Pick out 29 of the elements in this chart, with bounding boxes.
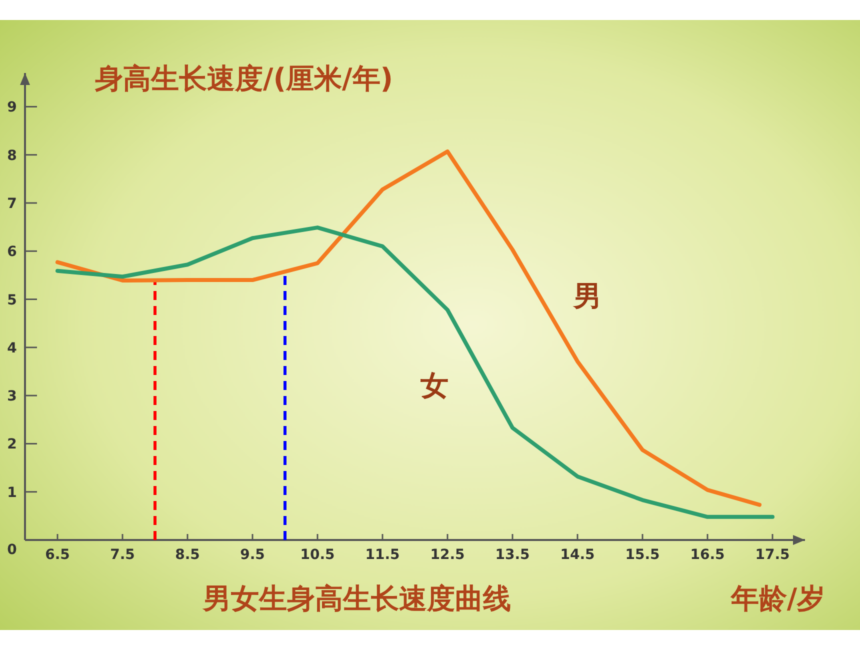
x-tick-label: 9.5 bbox=[240, 547, 265, 563]
series-label: 女 bbox=[420, 368, 448, 402]
x-tick-label: 13.5 bbox=[495, 547, 530, 563]
series-label: 男 bbox=[572, 279, 602, 312]
y-tick-label: 1 bbox=[7, 484, 17, 501]
y-tick-label: 9 bbox=[7, 100, 17, 116]
y-tick-label: 2 bbox=[7, 436, 17, 453]
y-tick-label: 6 bbox=[7, 244, 17, 260]
y-axis-title: 身高生长速度/(厘米/年) bbox=[94, 62, 394, 95]
y-tick-label: 3 bbox=[7, 388, 17, 405]
line-series bbox=[56, 149, 762, 507]
x-tick-label: 8.5 bbox=[175, 547, 200, 563]
y-tick-label: 4 bbox=[7, 340, 18, 356]
x-tick-label: 16.5 bbox=[690, 547, 725, 563]
line-series bbox=[56, 226, 774, 519]
y-tick-label: 0 bbox=[7, 542, 18, 558]
y-tick-label: 7 bbox=[7, 196, 17, 212]
x-tick-label: 15.5 bbox=[625, 547, 660, 563]
x-tick-label: 10.5 bbox=[300, 547, 335, 563]
text: 男女生身高生长速度曲线 bbox=[202, 582, 511, 615]
x-axis-title: 年龄/岁 bbox=[730, 582, 826, 615]
y-tick-label: 8 bbox=[7, 148, 17, 164]
x-tick-label: 12.5 bbox=[430, 547, 465, 563]
x-tick-label: 14.5 bbox=[560, 547, 595, 563]
x-tick-label: 6.5 bbox=[45, 547, 70, 563]
y-tick-label: 5 bbox=[7, 292, 17, 308]
x-tick-label: 7.5 bbox=[110, 547, 135, 563]
x-tick-label: 17.5 bbox=[755, 547, 790, 563]
x-tick-label: 11.5 bbox=[365, 547, 400, 563]
